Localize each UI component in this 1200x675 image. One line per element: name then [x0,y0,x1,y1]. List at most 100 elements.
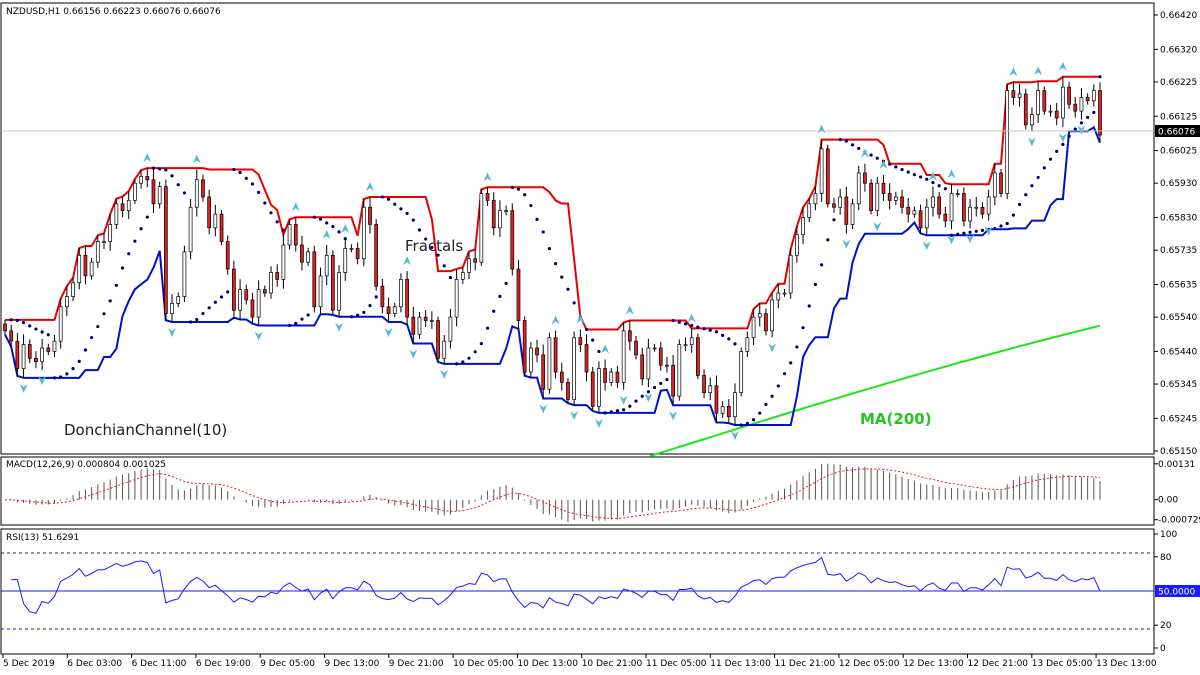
candle-body [986,196,991,215]
sar-dot [34,327,38,331]
candle-body [349,248,354,250]
fractals-annotation: Fractals [405,237,463,255]
fractal-up-arrow [192,154,201,164]
candle [844,186,849,234]
candle-body [807,203,812,218]
sar-dot [560,275,564,279]
candle-body [256,289,261,318]
candle [689,328,694,353]
sar-dot [603,411,607,415]
sar-dot [120,266,125,270]
sar-dot [912,173,917,177]
candle [1073,97,1078,118]
candle [108,214,113,251]
time-tick-label: 13 Dec 13:00 [1096,659,1157,669]
candle [931,186,935,217]
candle-body [3,323,7,332]
candle [572,331,577,406]
sar-dot [999,224,1003,228]
candle [764,308,768,336]
sar-dot [993,226,997,231]
candle-body [479,193,484,263]
sar-dot [696,325,700,329]
candle-body [566,381,570,400]
sar-dot [813,282,818,287]
candle [788,249,793,299]
candle [423,309,428,328]
candle [361,199,366,267]
candle [603,359,607,391]
candle-body [374,224,379,287]
rsi-line [11,556,1101,614]
sar-dot [485,326,490,330]
rsi-tick-label: 80 [1160,553,1172,563]
candle-body [386,306,391,315]
fractal-down-arrow [873,222,882,232]
candle [430,311,434,329]
candle [399,273,403,313]
candle [95,235,100,268]
candle [912,206,917,218]
candle-body [9,330,14,342]
sar-dot [498,294,502,299]
candle [733,383,737,426]
candle-body [405,278,409,318]
candle [627,320,632,351]
sar-dot [479,342,483,346]
candle-body [900,196,904,208]
sar-dot [875,156,879,160]
candle [541,344,546,399]
candle-body [207,196,212,229]
sar-dot [900,167,904,172]
candle-body [702,375,706,393]
sar-dot [584,327,589,332]
candle [757,303,762,327]
sar-dot [21,321,26,325]
sar-dot [683,322,688,326]
sar-dot [1098,75,1102,79]
sar-dot [133,239,137,243]
sar-dot [343,237,347,241]
candle-body [516,268,521,321]
candle-body [467,258,471,273]
candle-body [597,368,601,407]
time-tick-label: 9 Dec 21:00 [389,659,444,669]
fractal-down-arrow [168,328,177,338]
rsi-header: RSI(13) 51.6291 [6,533,79,543]
candle-body [918,210,923,229]
price-tick-label: 0.65540 [1160,313,1197,323]
candle-body [943,213,948,222]
macd-header: MACD(12,26,9) 0.000804 0.001025 [6,460,166,470]
candle [566,378,570,404]
sar-dot [1036,175,1040,180]
sar-dot [492,309,496,313]
current-price-box [1155,125,1200,137]
fractal-down-arrow [1058,133,1067,143]
candle-body [627,330,632,342]
candle-body [751,316,756,339]
candle-body [293,224,298,246]
candle-body [937,196,942,215]
candle [380,279,385,314]
price-panel [0,2,1155,455]
candle-body [423,316,428,321]
candle [479,189,484,266]
fractal-up-arrow [551,315,560,325]
candle [368,196,372,234]
candle-body [720,406,725,414]
price-tick-label: 0.66320 [1160,45,1197,55]
sar-dot [591,338,595,342]
candle-body [120,203,125,212]
candle [300,235,304,271]
candle [863,163,867,192]
sar-dot [1005,221,1009,226]
candle-body [337,272,341,311]
sar-dot [331,224,335,229]
candle-body [603,368,607,383]
price-tick-label: 0.66225 [1160,78,1197,88]
sar-dot [65,372,69,376]
candle-body [368,206,372,225]
candle [139,170,143,189]
sar-dot [1024,193,1028,197]
